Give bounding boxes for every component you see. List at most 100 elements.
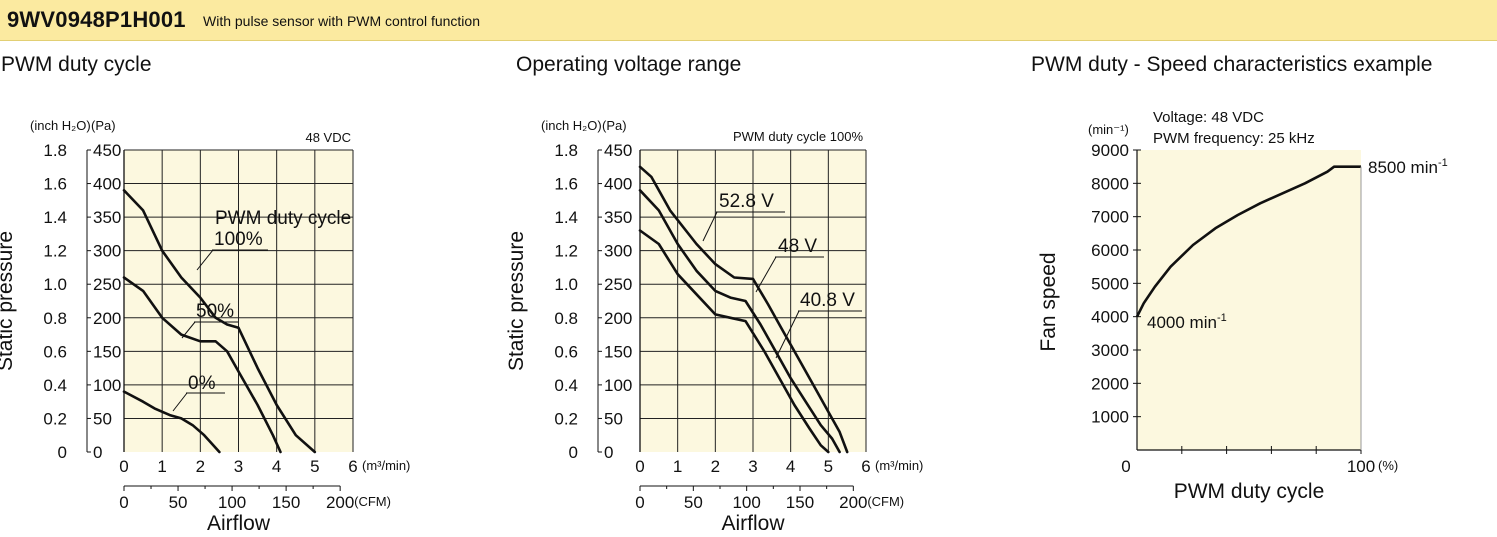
chart1-y-unit-pa: (Pa): [91, 118, 116, 133]
chart1-x-tick-cfm: 0: [119, 493, 128, 512]
chart2-x-tick-m3min: 0: [635, 457, 644, 476]
chart2-y-tick-inch: 1.8: [554, 141, 578, 160]
chart2-series-label: 52.8 V: [719, 191, 774, 212]
chart3-y-tick: 3000: [1091, 341, 1129, 360]
chart2-x-tick-m3min: 1: [673, 457, 682, 476]
chart1-y-tick-pa: 0: [93, 443, 102, 462]
chart2-x-tick-m3min: 4: [786, 457, 795, 476]
chart1-y-tick-pa: 100: [93, 376, 121, 395]
chart1-x-unit-m3min: (m³/min): [362, 458, 410, 473]
chart2-x-tick-cfm: 0: [635, 493, 644, 512]
chart2-x-tick-m3min: 5: [824, 457, 833, 476]
chart2-y-tick-pa: 100: [604, 376, 632, 395]
chart2-series-line: [638, 165, 849, 454]
model-header-bar: 9WV0948P1H001 With pulse sensor with PWM…: [0, 0, 1497, 41]
chart2-y-tick-pa: 450: [604, 141, 632, 160]
chart1-series-label: 100%: [214, 229, 263, 250]
chart1-y-tick-pa: 300: [93, 242, 121, 261]
chart2-series-line: [638, 189, 841, 454]
chart1-label-leader: [181, 321, 196, 339]
chart2-x-unit-cfm: (CFM): [867, 494, 904, 509]
chart2-series-line: [638, 229, 830, 454]
chart1-y-tick-pa: 250: [93, 275, 121, 294]
chart1-y-tick-inch: 1.4: [43, 208, 67, 227]
chart2-y-tick-pa: 350: [604, 208, 632, 227]
chart3-y-unit: (min⁻¹): [1088, 122, 1129, 137]
chart2-y-tick-inch: 0.8: [554, 309, 578, 328]
chart1-x-tick-cfm: 100: [218, 493, 246, 512]
chart3-series-line: [1135, 165, 1361, 318]
chart1-y-tick-inch: 1.8: [43, 141, 67, 160]
chart2-x-tick-m3min: 6: [861, 457, 870, 476]
chart1-y-tick-inch: 1.6: [43, 175, 67, 194]
chart1-x-tick-m3min: 3: [234, 457, 243, 476]
chart2-x-axis-label: Airflow: [721, 512, 785, 535]
chart1-y-tick-inch: 1.2: [43, 242, 67, 261]
chart1-x-tick-m3min: 2: [196, 457, 205, 476]
chart1-y-tick-pa: 350: [93, 208, 121, 227]
chart1-y-tick-pa: 50: [93, 409, 112, 428]
chart3-title: PWM duty - Speed characteristics example: [1031, 53, 1433, 76]
chart1-y-tick-inch: 1.0: [43, 275, 67, 294]
chart3-y-tick: 2000: [1091, 374, 1129, 393]
chart1-series-line: [122, 276, 282, 454]
chart1-title: PWM duty cycle: [1, 53, 152, 76]
chart2-x-tick-m3min: 3: [748, 457, 757, 476]
chart3-y-tick: 6000: [1091, 241, 1129, 260]
chart3-x-axis-label: PWM duty cycle: [1174, 480, 1325, 503]
chart2-x-unit-m3min: (m³/min): [875, 458, 923, 473]
chart2-x-tick-m3min: 2: [711, 457, 720, 476]
chart2-y-tick-inch: 0: [569, 443, 578, 462]
chart3-y-tick: 5000: [1091, 274, 1129, 293]
chart2-y-tick-inch: 0.4: [554, 376, 578, 395]
chart2-y-unit-inch: (inch H₂O): [541, 118, 602, 133]
chart2-x-tick-cfm: 50: [684, 493, 703, 512]
chart1-y-tick-pa: 450: [93, 141, 121, 160]
chart1-y-tick-inch: 0.8: [43, 309, 67, 328]
chart1-y-tick-pa: 150: [93, 342, 121, 361]
chart2-x-tick-cfm: 200: [839, 493, 867, 512]
chart1-y-tick-pa: 200: [93, 309, 121, 328]
chart1-series-label: 0%: [188, 373, 216, 394]
chart2-y-tick-pa: 300: [604, 242, 632, 261]
chart1-y-tick-inch: 0.6: [43, 342, 67, 361]
chart2-y-tick-pa: 250: [604, 275, 632, 294]
chart2-label-leader: [755, 256, 777, 293]
chart1-x-tick-cfm: 200: [326, 493, 354, 512]
chart2-label-leader: [775, 310, 800, 359]
chart2-y-tick-inch: 0.6: [554, 342, 578, 361]
chart3-x-unit: (%): [1378, 458, 1398, 473]
chart1-x-tick-m3min: 4: [272, 457, 281, 476]
chart1-label-leader: [196, 249, 214, 271]
chart1-y-unit-inch: (inch H₂O): [30, 118, 91, 133]
chart3-y-tick: 7000: [1091, 208, 1129, 227]
chart1-legend-title: PWM duty cycle: [215, 208, 351, 229]
chart3-x-tick: 0: [1121, 457, 1130, 476]
chart2-condition: PWM duty cycle 100%: [733, 129, 863, 144]
chart2-y-tick-pa: 0: [604, 443, 613, 462]
chart1-series-line: [122, 189, 317, 454]
chart2-y-tick-inch: 1.0: [554, 275, 578, 294]
chart2-label-leader: [702, 211, 718, 242]
chart2-x-tick-cfm: 100: [732, 493, 760, 512]
chart2-y-tick-inch: 1.6: [554, 175, 578, 194]
chart2-y-axis-label: Static pressure: [505, 231, 528, 371]
chart1-y-tick-inch: 0.4: [43, 376, 67, 395]
chart3-min-annotation: 4000 min-1: [1147, 312, 1227, 332]
chart1-y-tick-inch: 0.2: [43, 409, 67, 428]
chart3-y-tick: 1000: [1091, 408, 1129, 427]
chart2-y-tick-pa: 200: [604, 309, 632, 328]
chart1-condition: 48 VDC: [305, 130, 351, 145]
chart1-x-tick-cfm: 150: [272, 493, 300, 512]
chart1-series-label: 50%: [196, 301, 234, 322]
chart3-y-tick: 4000: [1091, 308, 1129, 327]
chart1-y-tick-pa: 400: [93, 175, 121, 194]
chart2-y-tick-pa: 150: [604, 342, 632, 361]
model-number: 9WV0948P1H001: [7, 7, 186, 32]
chart1-x-axis-label: Airflow: [207, 512, 271, 535]
chart3-plot-area: [1137, 150, 1361, 450]
chart3-y-axis-label: Fan speed: [1037, 252, 1060, 351]
chart1-x-tick-m3min: 6: [348, 457, 357, 476]
chart2-y-unit-pa: (Pa): [602, 118, 627, 133]
chart2-y-tick-pa: 50: [604, 409, 623, 428]
